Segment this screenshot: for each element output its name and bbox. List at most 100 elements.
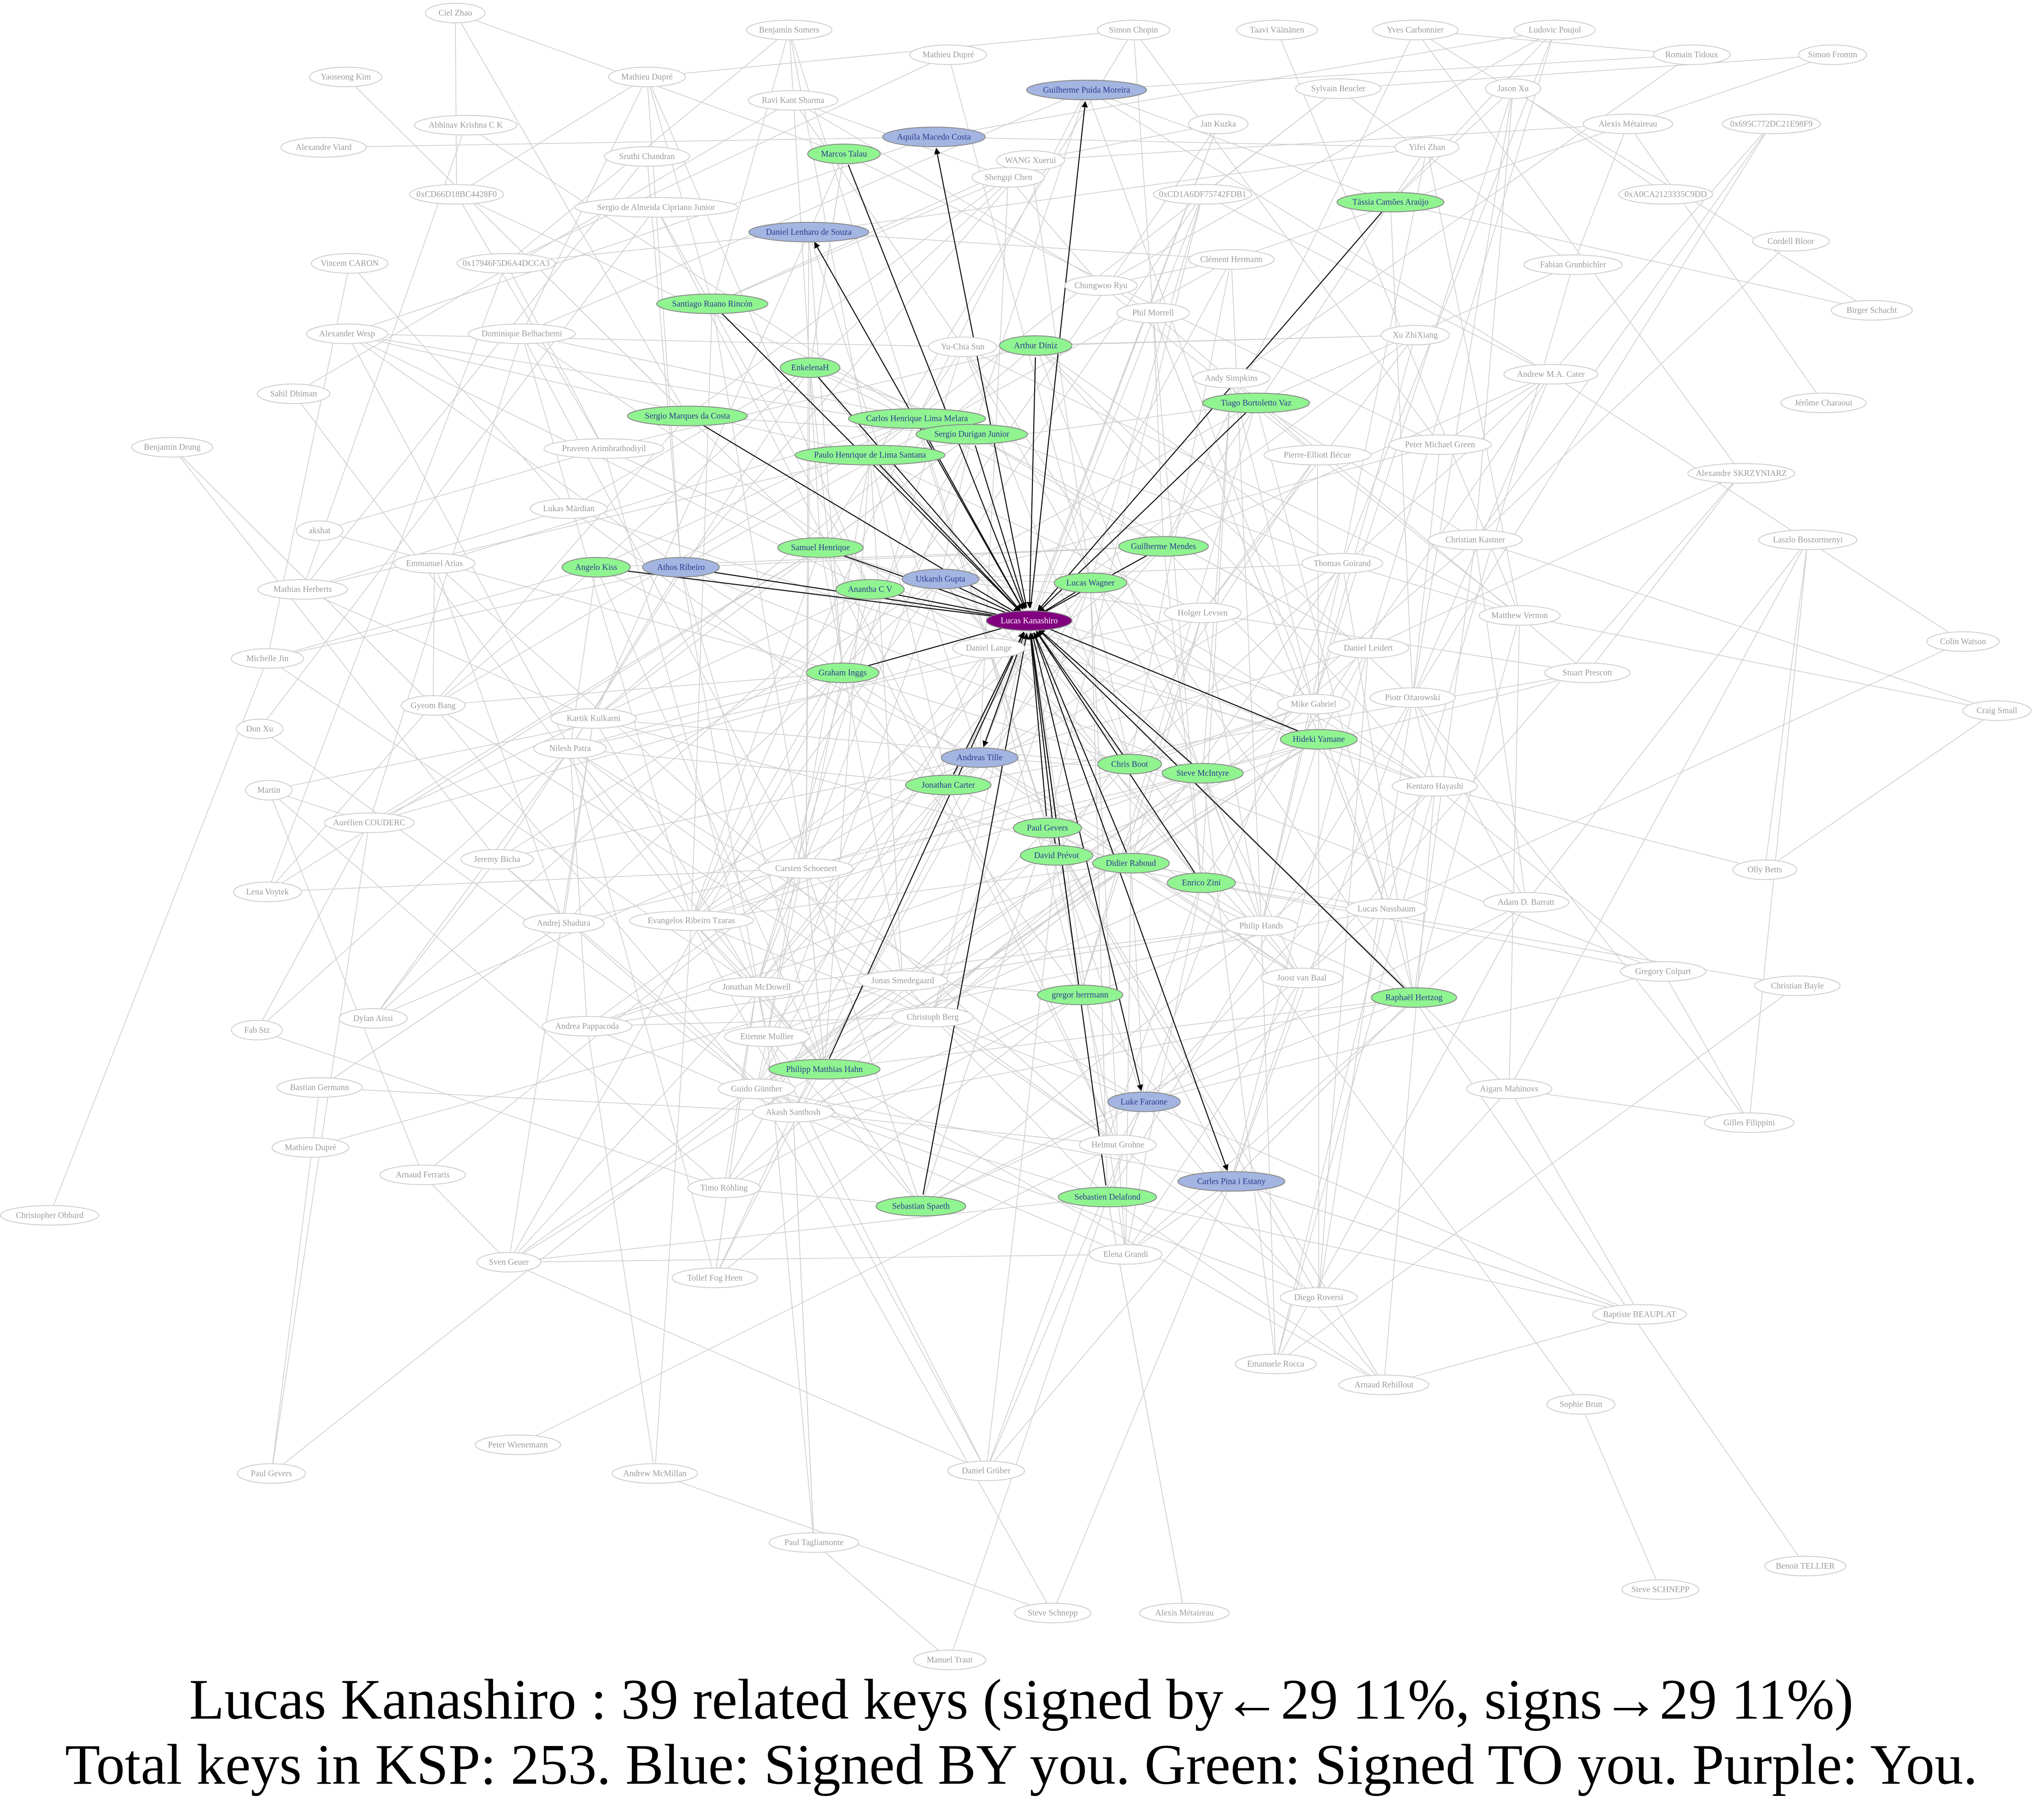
edge xyxy=(1152,313,1387,909)
edge xyxy=(806,647,989,869)
edge xyxy=(1130,862,1387,910)
key-node: Clément Hermann xyxy=(1188,249,1275,270)
key-node: Paulo Henrique de Lima Santana xyxy=(794,445,946,465)
node-label: Mathieu Dupré xyxy=(285,1143,336,1152)
edge xyxy=(1143,908,1387,1102)
edge xyxy=(1313,704,1435,787)
node-label: Peter Wienemann xyxy=(488,1440,548,1449)
signature-edge xyxy=(878,463,1021,612)
edge xyxy=(570,748,587,1027)
key-node: Lucas Kanashiro xyxy=(986,610,1073,631)
edge xyxy=(568,508,949,785)
edge xyxy=(1008,177,1102,286)
node-label: Mike Gabriel xyxy=(1291,699,1336,708)
key-node: Mathieu Dupré xyxy=(608,66,686,88)
edge xyxy=(369,589,870,823)
key-node: Dominique Belhachemi xyxy=(468,323,576,344)
edge xyxy=(596,418,917,568)
node-label: Fabian Grunbichler xyxy=(1540,260,1606,269)
key-node: EnkelenaH xyxy=(780,357,841,378)
node-ellipse xyxy=(875,1196,966,1217)
edge xyxy=(293,100,793,394)
key-node: Enrico Zini xyxy=(1167,873,1236,893)
edge xyxy=(1341,30,1556,563)
node-ellipse xyxy=(1653,44,1731,65)
node-ellipse xyxy=(460,849,534,870)
key-node: Pierre-Elliott Bécue xyxy=(1263,445,1372,465)
node-label: Yaoseong Kim xyxy=(321,72,371,81)
node-ellipse xyxy=(1618,184,1713,205)
key-node: Lena Voytek xyxy=(233,881,302,902)
key-node: Colin Watson xyxy=(1926,631,2000,652)
caption-line: Total keys in KSP: 253. Blue: Signed BY … xyxy=(65,1733,1978,1797)
key-node: Hideki Yamane xyxy=(1280,729,1358,750)
edge xyxy=(1276,30,1520,616)
edge xyxy=(256,823,370,1031)
node-label: Hideki Yamane xyxy=(1293,735,1345,744)
edge xyxy=(267,868,806,893)
key-node: Laszlo Boszormenyi xyxy=(1758,530,1858,550)
edge xyxy=(267,567,597,659)
node-ellipse xyxy=(1089,1244,1163,1265)
key-node: Andrew McMillan xyxy=(611,1463,698,1484)
edge xyxy=(756,1088,1319,1298)
key-node: Aigars Mahinovs xyxy=(1466,1078,1552,1099)
key-node: Benjamin Somers xyxy=(746,20,832,40)
node-label: Jonathan McDowell xyxy=(722,983,791,992)
edge xyxy=(570,748,948,785)
node-label: Manuel Traut xyxy=(927,1655,973,1664)
node-ellipse xyxy=(1544,663,1631,683)
edge xyxy=(1030,123,1628,161)
signature-edge xyxy=(848,164,1025,609)
edge xyxy=(1086,89,1391,203)
node-label: Sebastien Delafond xyxy=(1075,1192,1141,1201)
edge xyxy=(1086,54,1692,91)
signature-edge xyxy=(1036,630,1124,755)
edge xyxy=(1412,88,1514,698)
signature-edge xyxy=(829,632,1025,1059)
node-ellipse xyxy=(475,1434,561,1455)
node-ellipse xyxy=(1280,1287,1358,1308)
edge xyxy=(1384,1314,1640,1386)
node-ellipse xyxy=(231,1020,283,1041)
key-node: Alexis Métaireau xyxy=(1582,113,1673,134)
key-node: 0xCD66D18BC4428F0 xyxy=(409,184,504,205)
key-node: Sylvain Beucler xyxy=(1295,78,1382,99)
edge xyxy=(1107,1197,1385,1386)
node-ellipse xyxy=(1388,434,1492,455)
edge xyxy=(1573,123,1629,265)
edge xyxy=(1383,786,1435,1385)
edge xyxy=(1125,902,1527,1255)
edge xyxy=(1130,863,1145,1102)
node-label: Holger Levsen xyxy=(1178,608,1228,617)
node-label: Aquila Macedo Costa xyxy=(897,132,971,141)
edge xyxy=(756,925,1262,988)
node-ellipse xyxy=(1621,1579,1700,1600)
key-node: 0x17946F5D6A4DCCA3 xyxy=(456,253,556,274)
node-label: Benjamin Drung xyxy=(144,442,201,452)
node-ellipse xyxy=(1053,572,1127,593)
edge xyxy=(870,589,1435,787)
node-ellipse xyxy=(709,977,804,998)
node-ellipse xyxy=(1523,254,1623,275)
node-label: Joost van Baal xyxy=(1277,973,1327,983)
edge xyxy=(1261,926,1276,1364)
key-node: Anantha C V xyxy=(835,579,905,600)
edge xyxy=(948,259,1232,785)
edge xyxy=(593,154,845,719)
node-ellipse xyxy=(941,747,1019,768)
edge xyxy=(1368,473,1742,649)
node-ellipse xyxy=(986,610,1073,631)
key-node: Dylan Aïssi xyxy=(338,1008,408,1029)
key-node: Stuart Prescott xyxy=(1544,663,1631,683)
node-label: Yu-Chia Sun xyxy=(941,342,985,351)
node-label: Jason Xu xyxy=(1497,84,1529,93)
node-label: Tássia Camões Araújo xyxy=(1352,197,1429,206)
edge xyxy=(1163,147,1428,547)
signature-edge xyxy=(1028,633,1056,844)
edge xyxy=(432,705,757,1089)
edge xyxy=(509,1262,986,1471)
edge xyxy=(1163,546,1202,883)
node-label: Enrico Zini xyxy=(1182,878,1221,887)
